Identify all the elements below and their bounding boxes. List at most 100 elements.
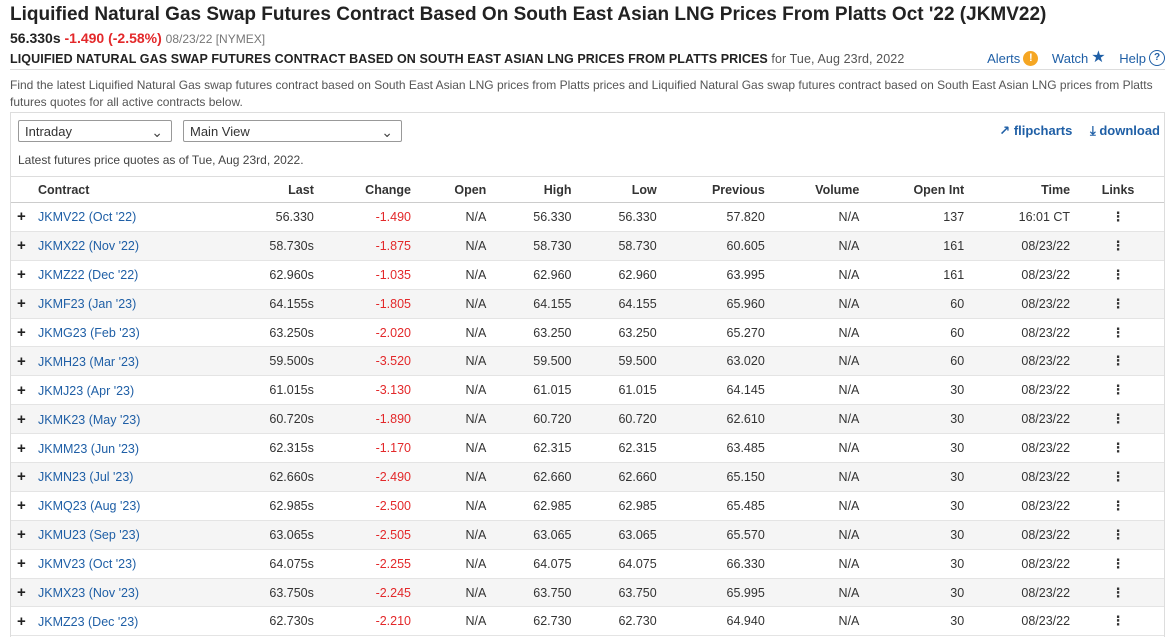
- expand-plus-icon[interactable]: +: [17, 555, 26, 573]
- contract-link[interactable]: JKMJ23 (Apr '23): [38, 383, 135, 398]
- watch-button[interactable]: Watch ★: [1052, 50, 1106, 66]
- header-last[interactable]: Last: [226, 176, 322, 203]
- more-options-icon[interactable]: ⋮: [1111, 295, 1125, 311]
- download-link[interactable]: ⤓ download: [1090, 123, 1160, 138]
- cell-last: 59.500s: [226, 346, 322, 377]
- contract-link[interactable]: JKMM23 (Jun '23): [38, 441, 140, 456]
- cell-low: 63.065: [579, 520, 665, 550]
- more-options-icon[interactable]: ⋮: [1111, 555, 1125, 571]
- cell-links: ⋮: [1078, 520, 1164, 550]
- page-subtitle: LIQUIFIED NATURAL GAS SWAP FUTURES CONTR…: [10, 52, 904, 66]
- contract-link[interactable]: JKMZ22 (Dec '22): [38, 268, 139, 283]
- contract-link[interactable]: JKMF23 (Jan '23): [38, 297, 137, 312]
- cell-links: ⋮: [1078, 260, 1164, 290]
- more-options-icon[interactable]: ⋮: [1111, 324, 1125, 340]
- expand-plus-icon[interactable]: +: [17, 266, 26, 284]
- expand-plus-icon[interactable]: +: [17, 352, 26, 370]
- cell-links: ⋮: [1078, 346, 1164, 377]
- contract-link[interactable]: JKMX23 (Nov '23): [38, 586, 140, 601]
- cell-open-int: 30: [867, 433, 973, 464]
- more-options-icon[interactable]: ⋮: [1111, 440, 1125, 456]
- cell-volume: N/A: [772, 260, 868, 290]
- alerts-label: Alerts: [987, 50, 1021, 66]
- expand-plus-icon[interactable]: +: [17, 324, 26, 341]
- contract-link[interactable]: JKMV22 (Oct '22): [38, 210, 137, 225]
- cell-change: -1.490: [321, 202, 420, 232]
- cell-open-int: 30: [867, 375, 973, 406]
- expand-plus-icon[interactable]: +: [17, 295, 26, 313]
- cell-previous: 65.995: [664, 578, 773, 608]
- cell-high: 62.960: [494, 260, 580, 290]
- divider: [10, 69, 1165, 70]
- expand-plus-icon[interactable]: +: [17, 410, 26, 428]
- table-row: + JKMJ23 (Apr '23) 61.015s -3.130 N/A 61.015 6…: [11, 375, 1164, 406]
- help-button[interactable]: Help ?: [1119, 50, 1165, 66]
- flipcharts-link[interactable]: ↗ flipcharts: [999, 123, 1072, 138]
- cell-previous: 65.270: [664, 318, 773, 348]
- chevron-down-icon: ⌄: [381, 124, 393, 140]
- cell-links: ⋮: [1078, 375, 1164, 406]
- expand-plus-icon[interactable]: +: [17, 526, 26, 544]
- more-options-icon[interactable]: ⋮: [1111, 497, 1125, 513]
- contract-link[interactable]: JKMN23 (Jul '23): [38, 470, 134, 485]
- contract-link[interactable]: JKMX22 (Nov '22): [38, 239, 140, 254]
- expand-plus-icon[interactable]: +: [17, 237, 26, 255]
- cell-last: 62.985s: [226, 491, 322, 521]
- cell-contract: + JKMX23 (Nov '23): [11, 578, 227, 608]
- cell-volume: N/A: [772, 202, 868, 232]
- cell-previous: 62.610: [664, 404, 773, 435]
- header-contract[interactable]: Contract: [11, 176, 227, 203]
- more-options-icon[interactable]: ⋮: [1111, 613, 1125, 629]
- cell-volume: N/A: [772, 462, 868, 492]
- cell-change: -1.035: [321, 260, 420, 290]
- cell-change: -3.520: [321, 346, 420, 377]
- header-volume[interactable]: Volume: [772, 176, 868, 203]
- header-change[interactable]: Change: [321, 176, 420, 203]
- more-options-icon[interactable]: ⋮: [1111, 382, 1125, 398]
- contract-link[interactable]: JKMU23 (Sep '23): [38, 528, 140, 543]
- expand-plus-icon[interactable]: +: [17, 381, 26, 399]
- contract-link[interactable]: JKMK23 (May '23): [38, 412, 141, 427]
- cell-volume: N/A: [772, 231, 868, 261]
- more-options-icon[interactable]: ⋮: [1111, 584, 1125, 600]
- cell-low: 62.985: [579, 491, 665, 521]
- contract-link[interactable]: JKMZ23 (Dec '23): [38, 614, 139, 629]
- view-select[interactable]: Intraday ⌄: [18, 120, 172, 142]
- contract-link[interactable]: JKMQ23 (Aug '23): [38, 499, 141, 514]
- contract-link[interactable]: JKMG23 (Feb '23): [38, 326, 140, 340]
- more-options-icon[interactable]: ⋮: [1111, 411, 1125, 427]
- header-low[interactable]: Low: [579, 176, 665, 203]
- header-open[interactable]: Open: [419, 176, 495, 203]
- header-previous[interactable]: Previous: [664, 176, 773, 203]
- alerts-button[interactable]: Alerts !: [987, 50, 1039, 66]
- header-time[interactable]: Time: [972, 176, 1079, 203]
- more-options-icon[interactable]: ⋮: [1111, 208, 1125, 224]
- quotes-panel: Intraday ⌄ Main View ⌄ ↗ flipcharts ⤓ do…: [10, 112, 1165, 637]
- cell-change: -2.255: [321, 549, 420, 579]
- expand-plus-icon[interactable]: +: [17, 208, 26, 226]
- more-options-icon[interactable]: ⋮: [1111, 266, 1125, 282]
- cell-open: N/A: [419, 520, 495, 550]
- cell-links: ⋮: [1078, 549, 1164, 579]
- expand-plus-icon[interactable]: +: [17, 584, 26, 602]
- layout-select[interactable]: Main View ⌄: [183, 120, 402, 142]
- more-options-icon[interactable]: ⋮: [1111, 353, 1125, 369]
- cell-last: 63.750s: [226, 578, 322, 608]
- expand-plus-icon[interactable]: +: [17, 468, 26, 486]
- contract-link[interactable]: JKMV23 (Oct '23): [38, 557, 137, 572]
- expand-plus-icon[interactable]: +: [17, 612, 26, 630]
- more-options-icon[interactable]: ⋮: [1111, 237, 1125, 253]
- contract-link[interactable]: JKMH23 (Mar '23): [38, 354, 140, 369]
- more-options-icon[interactable]: ⋮: [1111, 526, 1125, 542]
- cell-open: N/A: [419, 606, 495, 637]
- cell-open: N/A: [419, 289, 495, 319]
- expand-plus-icon[interactable]: +: [17, 439, 26, 457]
- cell-open-int: 30: [867, 578, 973, 608]
- header-high[interactable]: High: [494, 176, 580, 203]
- more-options-icon[interactable]: ⋮: [1111, 468, 1125, 484]
- cell-links: ⋮: [1078, 491, 1164, 521]
- expand-plus-icon[interactable]: +: [17, 497, 26, 515]
- cell-high: 63.250: [494, 318, 580, 348]
- quotes-table: Contract Last Change Open High Low Previ…: [11, 176, 1164, 637]
- header-open-int[interactable]: Open Int: [867, 176, 973, 203]
